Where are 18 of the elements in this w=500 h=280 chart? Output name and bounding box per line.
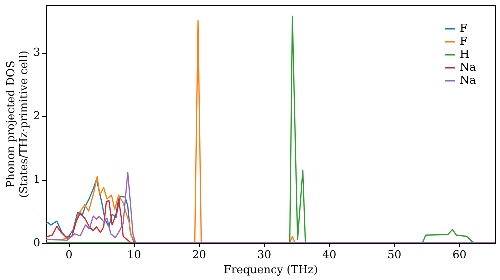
x-tick-label: 50 [388,248,402,262]
legend-label: Na [460,61,477,74]
x-tick-label: 0 [66,248,73,262]
y-tick-label: 2 [34,110,40,123]
y-tick-label: 3 [34,46,40,60]
y-axis-title: Phonon projected DOS (States/THz·primitive cell) [4,50,30,198]
x-tick-label: 20 [192,248,206,262]
x-tick-label: 60 [452,248,467,262]
x-tick-label: 40 [322,248,337,262]
y-tick-label: 0 [34,236,40,250]
legend-label: H [460,48,470,61]
x-tick-label: 30 [257,248,272,262]
legend-label: Na [460,74,477,87]
y-tick-label: 1 [34,173,40,186]
x-axis-title: Frequency (THz) [224,264,318,276]
legend-label: F [460,22,468,35]
x-tick-label: 10 [127,248,142,262]
legend-label: F [460,35,468,48]
